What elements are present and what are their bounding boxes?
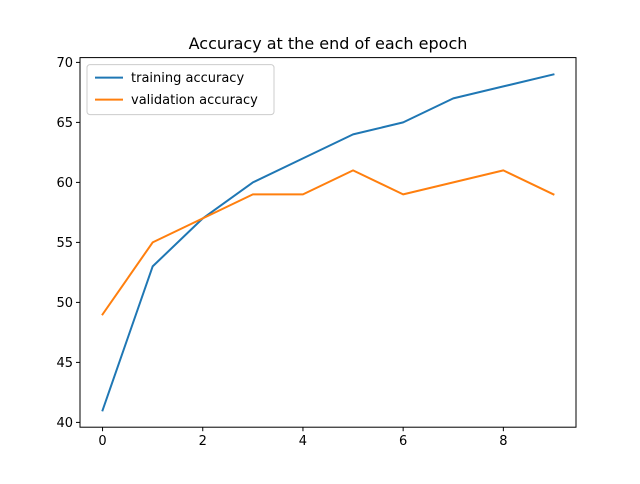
y-tick-label: 45 — [56, 356, 73, 371]
legend-label-training: training accuracy — [131, 71, 244, 86]
y-tick-label: 70 — [56, 56, 73, 71]
y-tick-label: 50 — [56, 296, 73, 311]
series-line-validation — [101, 169, 555, 316]
x-tick-label: 2 — [199, 434, 207, 449]
x-tick-label: 8 — [499, 434, 507, 449]
x-tick-label: 6 — [399, 434, 407, 449]
y-tick-label: 55 — [56, 236, 73, 251]
plot-area: 0 2 4 6 8 40 45 50 55 60 65 70 — [56, 56, 555, 449]
legend-box — [86, 64, 275, 116]
x-tick-label: 4 — [299, 434, 307, 449]
y-tick-label: 60 — [56, 176, 73, 191]
legend: training accuracy validation accuracy — [86, 64, 275, 116]
series-line-training — [101, 73, 555, 412]
chart-title: Accuracy at the end of each epoch — [189, 34, 468, 53]
legend-label-validation: validation accuracy — [131, 93, 258, 108]
axes-frame — [79, 57, 577, 428]
x-tick-label: 0 — [98, 434, 106, 449]
y-tick-label: 40 — [56, 416, 73, 431]
y-tick-label: 65 — [56, 116, 73, 131]
